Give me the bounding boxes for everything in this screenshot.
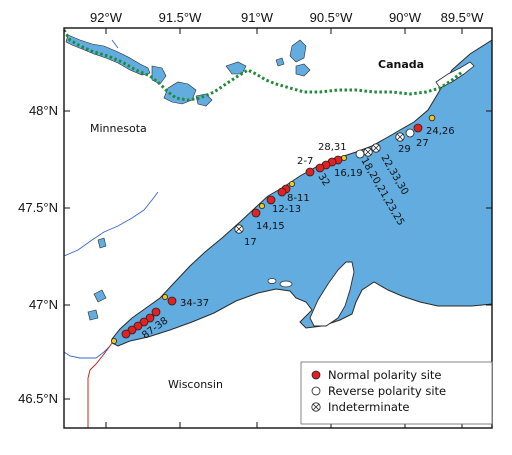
rivers — [64, 39, 159, 359]
longitude-label-90w: 90°W — [389, 10, 422, 25]
normal-site-marker — [251, 208, 261, 218]
minor-site-marker — [161, 293, 168, 300]
place-label-wisconsin: Wisconsin — [168, 378, 223, 391]
normal-site-marker — [133, 321, 143, 331]
latitude-label-46-5n: 46.5°N — [18, 391, 58, 406]
site-label-17: 17 — [244, 237, 257, 248]
minor-site-marker — [428, 114, 436, 122]
mn-wi-state-line — [87, 342, 113, 428]
longitude-label-90-5w: 90.5°W — [310, 10, 354, 25]
legend-normal-icon — [311, 370, 321, 380]
reverse-site-marker — [355, 149, 365, 159]
canada-us-border — [64, 29, 463, 102]
site-label-29: 29 — [398, 144, 411, 155]
longitude-label-92w: 92°W — [90, 10, 123, 25]
site-label-14-15: 14,15 — [256, 221, 285, 232]
normal-site-marker — [139, 317, 149, 327]
minor-site-marker — [288, 180, 295, 187]
site-label-24-26: 24,26 — [426, 126, 455, 137]
longitude-label-89-5w: 89.5°W — [441, 10, 485, 25]
legend-reverse-icon — [311, 386, 321, 396]
longitude-label-91-5w: 91.5°W — [159, 10, 203, 25]
normal-site-marker — [315, 163, 325, 173]
indeterminate-site-marker — [371, 143, 381, 153]
site-label-16-19: 16,19 — [334, 168, 363, 179]
site-label-27: 27 — [416, 138, 429, 149]
normal-site-marker — [167, 296, 177, 306]
apostle-island — [279, 280, 293, 288]
indeterminate-site-marker — [395, 132, 405, 142]
site-label-28-31: 28,31 — [318, 142, 347, 153]
legend-indeterminate-icon — [311, 402, 321, 412]
normal-site-marker — [277, 187, 287, 197]
place-label-canada: Canada — [378, 58, 424, 71]
sampling-sites — [111, 114, 436, 344]
normal-site-marker — [127, 325, 137, 335]
place-label-minnesota: Minnesota — [90, 122, 147, 135]
legend-normal-label: Normal polarity site — [328, 368, 442, 382]
keweenaw-peninsula — [309, 261, 355, 327]
map-frame — [63, 27, 493, 429]
latitude-label-47n: 47°N — [29, 297, 58, 312]
minor-site-marker — [111, 337, 118, 344]
minor-site-marker — [258, 202, 265, 209]
legend-reverse-label: Reverse polarity site — [328, 384, 446, 398]
site-label-8-11: 8-11 — [287, 193, 310, 204]
site-label-12-13: 12-13 — [272, 204, 301, 215]
site-label-34-37: 34-37 — [180, 298, 209, 309]
legend: Normal polarity site Reverse polarity si… — [300, 361, 493, 425]
normal-site-marker — [305, 167, 315, 177]
apostle-island — [267, 278, 277, 284]
normal-site-marker — [413, 123, 423, 133]
normal-site-marker — [266, 195, 276, 205]
legend-indeterminate-label: Indeterminate — [328, 400, 409, 414]
site-label-2-7: 2-7 — [297, 156, 313, 167]
lake-superior — [111, 39, 492, 347]
normal-site-marker — [121, 329, 131, 339]
latitude-label-47-5n: 47.5°N — [18, 200, 58, 215]
normal-site-marker — [151, 307, 161, 317]
longitude-label-91w: 91°W — [241, 10, 274, 25]
latitude-label-48n: 48°N — [29, 103, 58, 118]
normal-site-marker — [145, 313, 155, 323]
legend-box — [300, 361, 493, 425]
indeterminate-site-marker — [234, 224, 244, 234]
reverse-site-marker — [405, 128, 415, 138]
